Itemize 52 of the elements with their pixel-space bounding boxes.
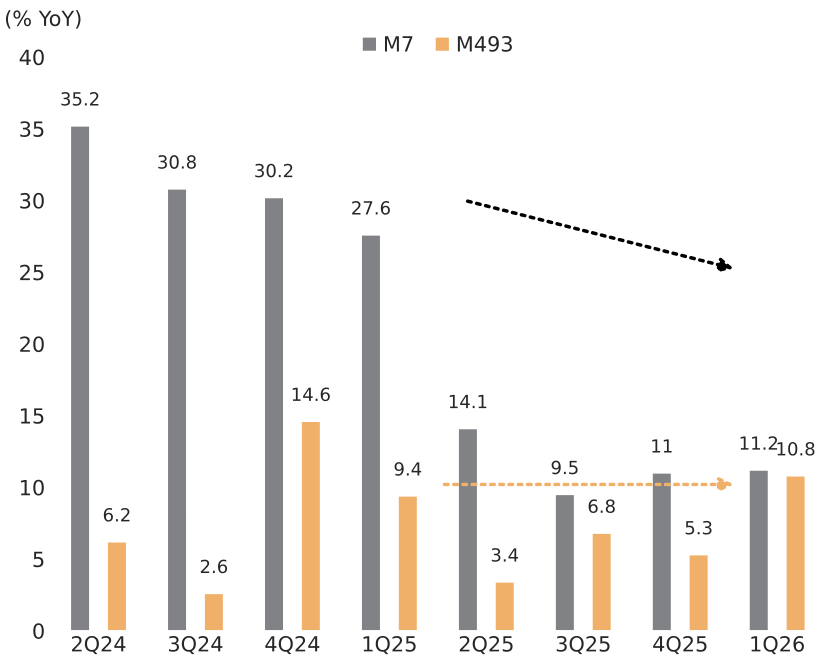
x-tick-label: 3Q25 bbox=[556, 636, 610, 654]
bar bbox=[106, 541, 128, 631]
y-axis-title: (% YoY) bbox=[6, 10, 80, 29]
bar bbox=[300, 420, 322, 631]
bar bbox=[166, 188, 188, 631]
x-tick-label: 4Q24 bbox=[265, 636, 320, 654]
x-tick-label: 3Q24 bbox=[168, 636, 222, 654]
data-label: 14.6 bbox=[292, 388, 330, 402]
y-tick-label: 25 bbox=[20, 264, 44, 280]
x-tick-label: 1Q25 bbox=[364, 636, 416, 654]
x-tick-label: 2Q24 bbox=[72, 636, 126, 654]
data-label: 30.2 bbox=[255, 164, 292, 178]
y-tick-label: 35 bbox=[20, 121, 44, 137]
bar bbox=[554, 494, 576, 631]
bar bbox=[458, 428, 478, 631]
data-label: 10.8 bbox=[777, 442, 814, 456]
data-label: 5.3 bbox=[686, 520, 712, 535]
x-tick-label: 4Q25 bbox=[653, 636, 706, 654]
bar bbox=[70, 125, 90, 631]
data-label: 11 bbox=[652, 439, 672, 453]
x-tick-label: 1Q26 bbox=[751, 636, 804, 654]
y-tick-label: 5 bbox=[34, 552, 44, 568]
data-label: 35.2 bbox=[61, 92, 98, 106]
y-tick-label: 10 bbox=[20, 480, 44, 496]
data-label: 14.1 bbox=[450, 394, 486, 408]
data-label: 30.8 bbox=[158, 155, 196, 169]
y-tick-label: 20 bbox=[20, 336, 44, 352]
data-label: 9.4 bbox=[394, 462, 422, 476]
legend-label: M493 bbox=[458, 36, 512, 52]
legend-label: M7 bbox=[384, 36, 412, 52]
data-label: 2.6 bbox=[200, 560, 228, 574]
bar bbox=[748, 469, 770, 631]
bar bbox=[264, 196, 284, 631]
bar bbox=[360, 234, 382, 631]
bar bbox=[688, 554, 710, 631]
data-label: 3.4 bbox=[492, 548, 518, 562]
data-label: 6.2 bbox=[104, 508, 130, 522]
bar bbox=[591, 532, 612, 631]
bar bbox=[204, 592, 224, 631]
bar bbox=[785, 475, 806, 631]
bar bbox=[651, 472, 672, 631]
bar bbox=[397, 495, 418, 631]
y-tick-label: 0 bbox=[33, 623, 44, 639]
data-label: 11.2 bbox=[740, 436, 778, 450]
data-label: 27.6 bbox=[352, 201, 390, 215]
data-label: 6.8 bbox=[588, 499, 615, 514]
data-label: 9.5 bbox=[552, 460, 578, 474]
y-tick-label: 30 bbox=[20, 192, 44, 209]
x-tick-label: 2Q25 bbox=[460, 636, 513, 654]
y-tick-label: 40 bbox=[20, 49, 44, 66]
bar bbox=[494, 581, 516, 631]
y-tick-label: 15 bbox=[20, 408, 44, 424]
